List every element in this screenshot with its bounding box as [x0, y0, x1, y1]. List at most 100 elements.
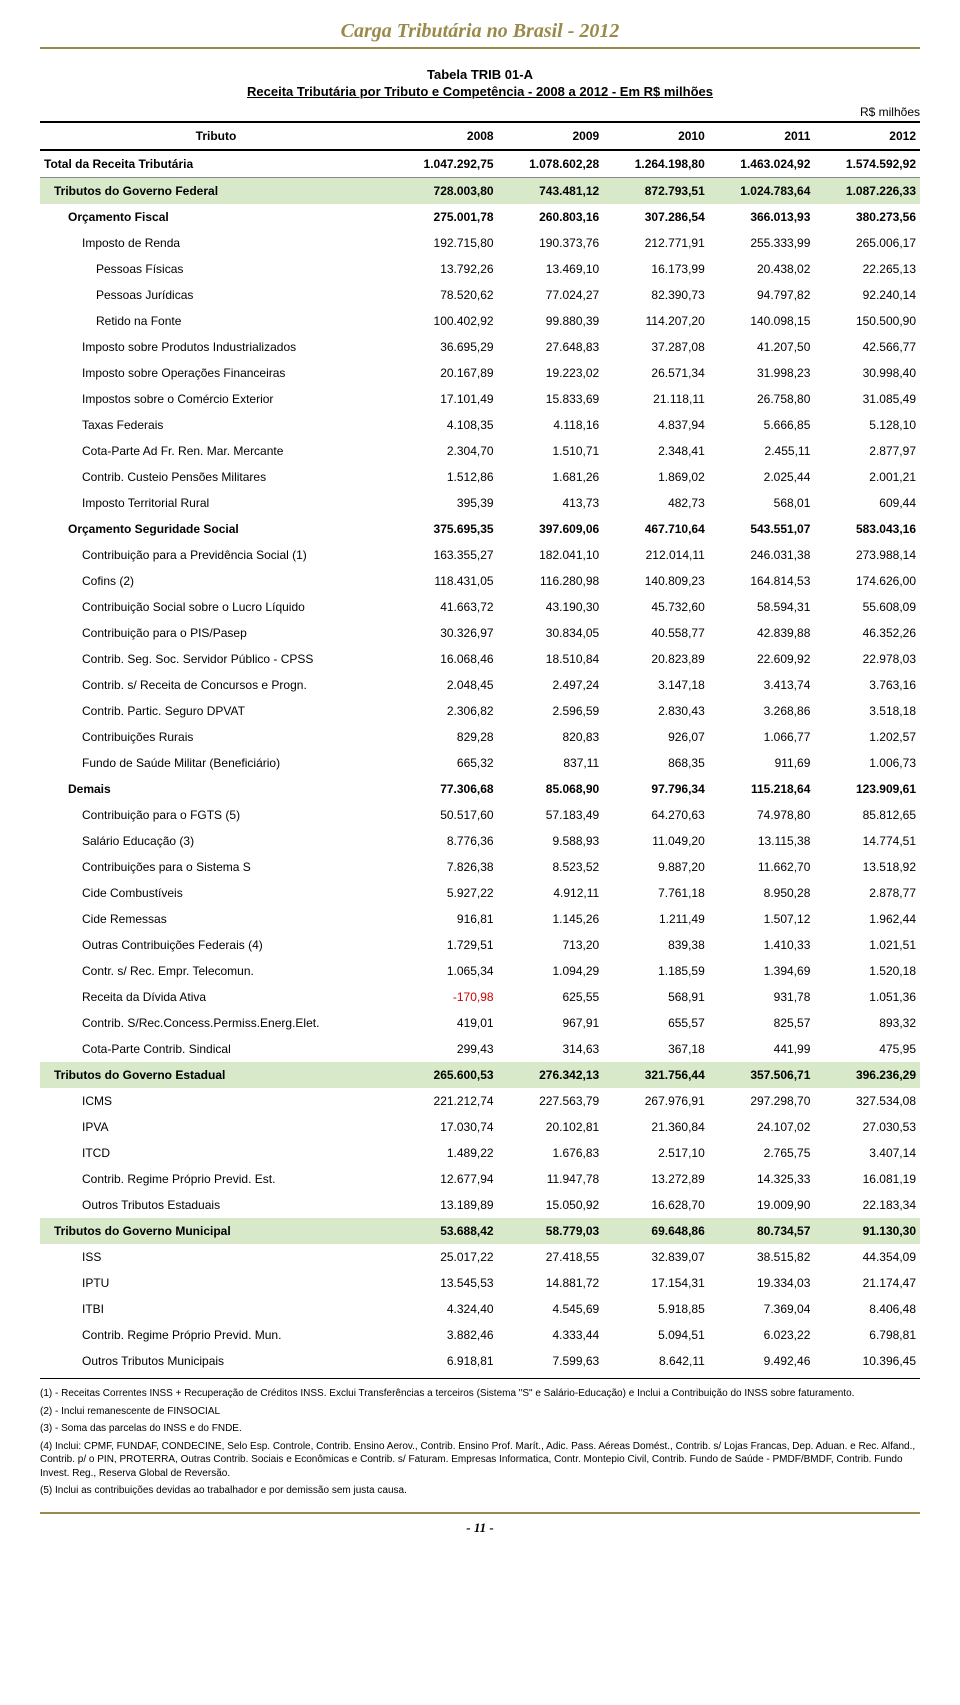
row-label: Receita da Dívida Ativa	[40, 984, 392, 1010]
cell-value: 260.803,16	[498, 204, 604, 230]
table-row: Impostos sobre o Comércio Exterior17.101…	[40, 386, 920, 412]
row-label: Cota-Parte Contrib. Sindical	[40, 1036, 392, 1062]
cell-value: 395,39	[392, 490, 498, 516]
cell-value: 2.497,24	[498, 672, 604, 698]
cell-value: 26.758,80	[709, 386, 815, 412]
cell-value: 99.880,39	[498, 308, 604, 334]
cell-value: 30.834,05	[498, 620, 604, 646]
cell-value: 227.563,79	[498, 1088, 604, 1114]
cell-value: 27.030,53	[814, 1114, 920, 1140]
row-label: Cide Combustíveis	[40, 880, 392, 906]
cell-value: 4.333,44	[498, 1322, 604, 1348]
cell-value: 92.240,14	[814, 282, 920, 308]
cell-value: 1.463.024,92	[709, 150, 815, 178]
cell-value: 475,95	[814, 1036, 920, 1062]
row-label: Contribuição para o FGTS (5)	[40, 802, 392, 828]
cell-value: 45.732,60	[603, 594, 709, 620]
cell-value: 1.489,22	[392, 1140, 498, 1166]
cell-value: 26.571,34	[603, 360, 709, 386]
cell-value: 14.774,51	[814, 828, 920, 854]
cell-value: 190.373,76	[498, 230, 604, 256]
cell-value: 11.947,78	[498, 1166, 604, 1192]
cell-value: 3.518,18	[814, 698, 920, 724]
cell-value: 4.108,35	[392, 412, 498, 438]
table-row: Contribuição para o PIS/Pasep30.326,9730…	[40, 620, 920, 646]
table-row: Total da Receita Tributária1.047.292,751…	[40, 150, 920, 178]
cell-value: 150.500,90	[814, 308, 920, 334]
cell-value: 396.236,29	[814, 1062, 920, 1088]
cell-value: 2.830,43	[603, 698, 709, 724]
cell-value: 1.962,44	[814, 906, 920, 932]
table-row: ICMS221.212,74227.563,79267.976,91297.29…	[40, 1088, 920, 1114]
cell-value: 8.776,36	[392, 828, 498, 854]
cell-value: 911,69	[709, 750, 815, 776]
table-row: Taxas Federais4.108,354.118,164.837,945.…	[40, 412, 920, 438]
footnote: (3) - Soma das parcelas do INSS e do FND…	[40, 1422, 920, 1436]
cell-value: 8.642,11	[603, 1348, 709, 1374]
cell-value: 2.765,75	[709, 1140, 815, 1166]
cell-value: 114.207,20	[603, 308, 709, 334]
cell-value: 212.771,91	[603, 230, 709, 256]
row-label: Contribuição para a Previdência Social (…	[40, 542, 392, 568]
table-row: ITBI4.324,404.545,695.918,857.369,048.40…	[40, 1296, 920, 1322]
cell-value: 299,43	[392, 1036, 498, 1062]
cell-value: 97.796,34	[603, 776, 709, 802]
cell-value: 1.410,33	[709, 932, 815, 958]
cell-value: 1.520,18	[814, 958, 920, 984]
cell-value: 568,01	[709, 490, 815, 516]
cell-value: 839,38	[603, 932, 709, 958]
cell-value: 743.481,12	[498, 178, 604, 205]
cell-value: 16.081,19	[814, 1166, 920, 1192]
cell-value: 1.066,77	[709, 724, 815, 750]
row-label: Contr. s/ Rec. Empr. Telecomun.	[40, 958, 392, 984]
table-row: ITCD1.489,221.676,832.517,102.765,753.40…	[40, 1140, 920, 1166]
cell-value: 2.025,44	[709, 464, 815, 490]
cell-value: 36.695,29	[392, 334, 498, 360]
row-label: Contrib. s/ Receita de Concursos e Progn…	[40, 672, 392, 698]
col-year: 2008	[392, 122, 498, 150]
data-table: Tributo20082009201020112012 Total da Rec…	[40, 121, 920, 1374]
cell-value: 13.272,89	[603, 1166, 709, 1192]
cell-value: 8.406,48	[814, 1296, 920, 1322]
cell-value: 1.145,26	[498, 906, 604, 932]
cell-value: 10.396,45	[814, 1348, 920, 1374]
cell-value: 1.094,29	[498, 958, 604, 984]
footnote: (1) - Receitas Correntes INSS + Recupera…	[40, 1387, 920, 1401]
cell-value: 41.207,50	[709, 334, 815, 360]
cell-value: 1.869,02	[603, 464, 709, 490]
cell-value: 174.626,00	[814, 568, 920, 594]
table-row: Cota-Parte Contrib. Sindical299,43314,63…	[40, 1036, 920, 1062]
row-label: Cide Remessas	[40, 906, 392, 932]
cell-value: 78.520,62	[392, 282, 498, 308]
cell-value: 357.506,71	[709, 1062, 815, 1088]
table-row: Orçamento Seguridade Social375.695,35397…	[40, 516, 920, 542]
cell-value: 2.306,82	[392, 698, 498, 724]
table-row: Imposto sobre Produtos Industrializados3…	[40, 334, 920, 360]
cell-value: 64.270,63	[603, 802, 709, 828]
cell-value: 74.978,80	[709, 802, 815, 828]
cell-value: 314,63	[498, 1036, 604, 1062]
cell-value: 7.599,63	[498, 1348, 604, 1374]
cell-value: 1.681,26	[498, 464, 604, 490]
cell-value: 140.098,15	[709, 308, 815, 334]
cell-value: 19.009,90	[709, 1192, 815, 1218]
cell-value: 16.173,99	[603, 256, 709, 282]
cell-value: 37.287,08	[603, 334, 709, 360]
cell-value: 441,99	[709, 1036, 815, 1062]
cell-value: 8.523,52	[498, 854, 604, 880]
row-label: Contrib. Seg. Soc. Servidor Público - CP…	[40, 646, 392, 672]
cell-value: 1.510,71	[498, 438, 604, 464]
cell-value: 118.431,05	[392, 568, 498, 594]
table-row: Contrib. Seg. Soc. Servidor Público - CP…	[40, 646, 920, 672]
cell-value: 246.031,38	[709, 542, 815, 568]
cell-value: 14.325,33	[709, 1166, 815, 1192]
cell-value: 366.013,93	[709, 204, 815, 230]
row-label: Contribuições Rurais	[40, 724, 392, 750]
row-label: ICMS	[40, 1088, 392, 1114]
table-label: Tabela TRIB 01-A	[40, 67, 920, 82]
cell-value: 82.390,73	[603, 282, 709, 308]
table-row: Contribuições para o Sistema S7.826,388.…	[40, 854, 920, 880]
cell-value: 31.998,23	[709, 360, 815, 386]
row-label: Orçamento Seguridade Social	[40, 516, 392, 542]
cell-value: 829,28	[392, 724, 498, 750]
